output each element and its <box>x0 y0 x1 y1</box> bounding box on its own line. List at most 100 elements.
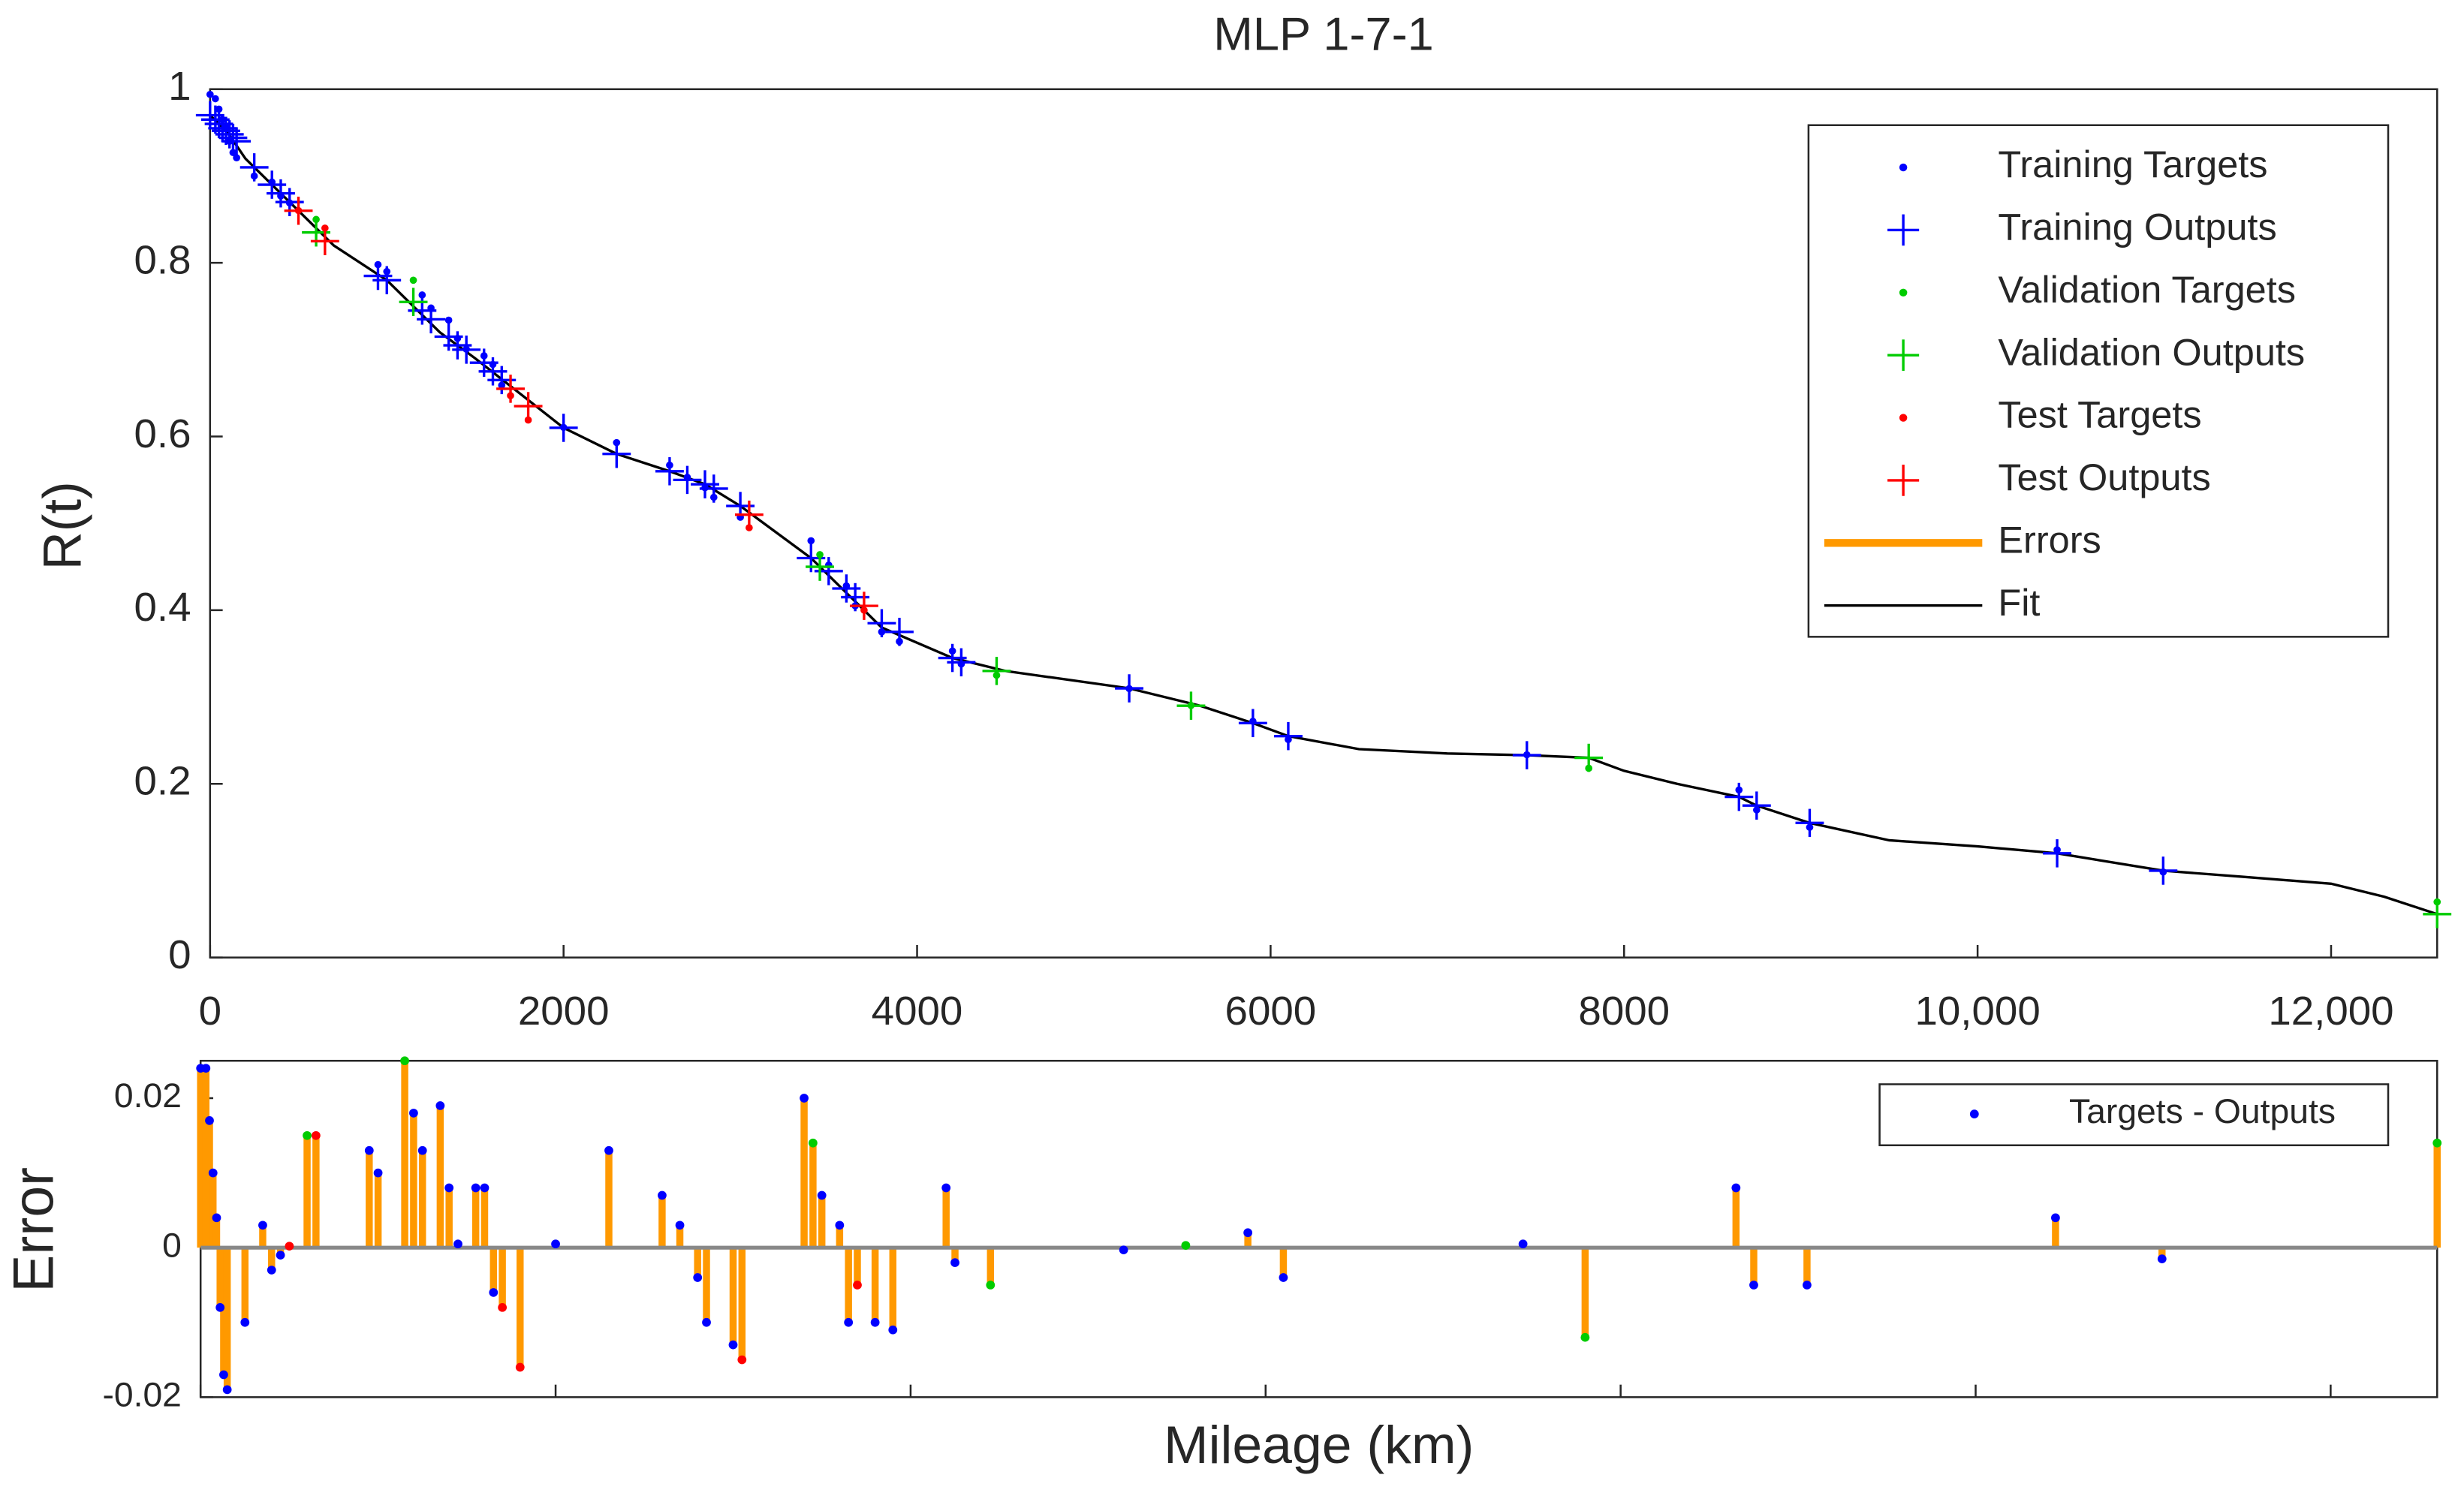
error-dot <box>444 1183 454 1193</box>
target-dot <box>409 276 417 284</box>
error-dot <box>258 1221 267 1230</box>
error-dot <box>480 1183 489 1193</box>
error-dot <box>835 1221 845 1230</box>
error-dot <box>1580 1332 1590 1342</box>
output-plus <box>496 375 525 403</box>
output-plus <box>602 439 631 468</box>
output-plus <box>1176 691 1206 720</box>
legend-plus <box>1887 214 1920 246</box>
legend-label: Test Targets <box>1998 394 2201 436</box>
target-dot <box>418 291 426 299</box>
output-plus <box>885 618 914 646</box>
error-dot <box>1749 1281 1758 1290</box>
error-dot <box>205 1116 214 1125</box>
error-dot <box>808 1138 818 1148</box>
error-dot <box>267 1266 276 1275</box>
legend-label: Training Outputs <box>1998 206 2276 248</box>
target-dot <box>233 154 240 161</box>
output-plus <box>867 609 896 638</box>
x-tick-label: 8000 <box>1578 988 1670 1034</box>
output-plus <box>218 123 248 152</box>
output-plus <box>655 457 684 486</box>
output-plus <box>239 153 269 182</box>
target-dot <box>807 537 815 545</box>
error-dot <box>2432 1138 2442 1148</box>
target-dot <box>444 316 453 324</box>
legend-label: Training Targets <box>1998 143 2267 185</box>
error-dot <box>941 1183 951 1193</box>
y-tick-label: 0 <box>168 932 191 977</box>
legend-plus <box>1887 465 1920 496</box>
error-dot <box>435 1101 445 1110</box>
error-dot <box>870 1317 880 1327</box>
output-plus <box>673 465 702 495</box>
x-tick-label: 0 <box>199 988 221 1034</box>
error-dot <box>222 1385 232 1395</box>
legend-dot <box>1969 1109 1979 1118</box>
error-dot <box>208 1168 218 1178</box>
legend-label: Validation Targets <box>1998 269 2296 311</box>
output-plus <box>399 287 428 316</box>
error-dot <box>853 1281 862 1290</box>
output-plus <box>982 657 1011 685</box>
error-dot <box>515 1362 525 1372</box>
y-tick-label: 1 <box>168 63 191 109</box>
output-plus <box>1574 743 1604 772</box>
output-plus <box>849 591 878 620</box>
output-plus <box>1115 674 1143 703</box>
output-plus <box>215 120 244 149</box>
legend-box <box>1878 1083 2390 1147</box>
error-dot <box>2051 1213 2060 1223</box>
output-plus <box>417 305 446 334</box>
output-plus <box>699 474 728 503</box>
legend-box <box>1807 124 2390 638</box>
target-dot <box>215 105 223 113</box>
error-dot <box>219 1370 228 1380</box>
error-dot <box>888 1325 898 1335</box>
output-plus <box>2423 900 2452 929</box>
error-dot <box>551 1239 560 1249</box>
output-plus <box>372 266 402 295</box>
legend-label: Targets - Outputs <box>2069 1091 2336 1130</box>
legend-label: Validation Outputs <box>1998 332 2305 374</box>
legend-label: Errors <box>1998 519 2101 561</box>
error-dot <box>240 1317 250 1327</box>
x-tick-label: 12,000 <box>2268 988 2393 1034</box>
x-tick-label: 6000 <box>1225 988 1317 1034</box>
error-dot <box>409 1109 418 1118</box>
error-dot <box>1731 1183 1741 1193</box>
error-dot <box>489 1288 499 1297</box>
error-dot <box>1243 1228 1253 1238</box>
error-dot <box>1518 1239 1528 1249</box>
x-axis-label: Mileage (km) <box>1164 1416 1474 1475</box>
output-plus <box>222 127 252 155</box>
output-plus <box>1512 741 1541 769</box>
error-dot <box>950 1258 959 1267</box>
error-dot <box>658 1190 667 1200</box>
error-dot <box>1119 1245 1128 1254</box>
output-plus <box>2149 856 2178 885</box>
error-dot <box>471 1183 480 1193</box>
error-dot <box>2157 1254 2167 1263</box>
output-plus <box>1238 709 1267 738</box>
error-dot <box>212 1213 221 1223</box>
error-dot <box>400 1056 409 1066</box>
legend-label: Test Outputs <box>1998 456 2210 498</box>
output-plus <box>284 197 313 225</box>
error-dot <box>1279 1273 1288 1282</box>
x-tick-label: 4000 <box>872 988 963 1034</box>
y-tick-label: 0 <box>162 1225 182 1264</box>
target-dot <box>206 90 214 98</box>
error-dot <box>364 1145 374 1155</box>
error-dot <box>1181 1241 1191 1251</box>
error-dot <box>285 1242 294 1251</box>
error-dot <box>303 1130 312 1140</box>
output-plus <box>549 414 578 442</box>
output-plus <box>1795 808 1824 838</box>
legend-plus <box>1887 339 1920 371</box>
output-plus <box>1724 782 1754 811</box>
x-tick-label: 10,000 <box>1914 988 2040 1034</box>
error-dot <box>817 1190 827 1200</box>
error-dot <box>728 1340 738 1350</box>
